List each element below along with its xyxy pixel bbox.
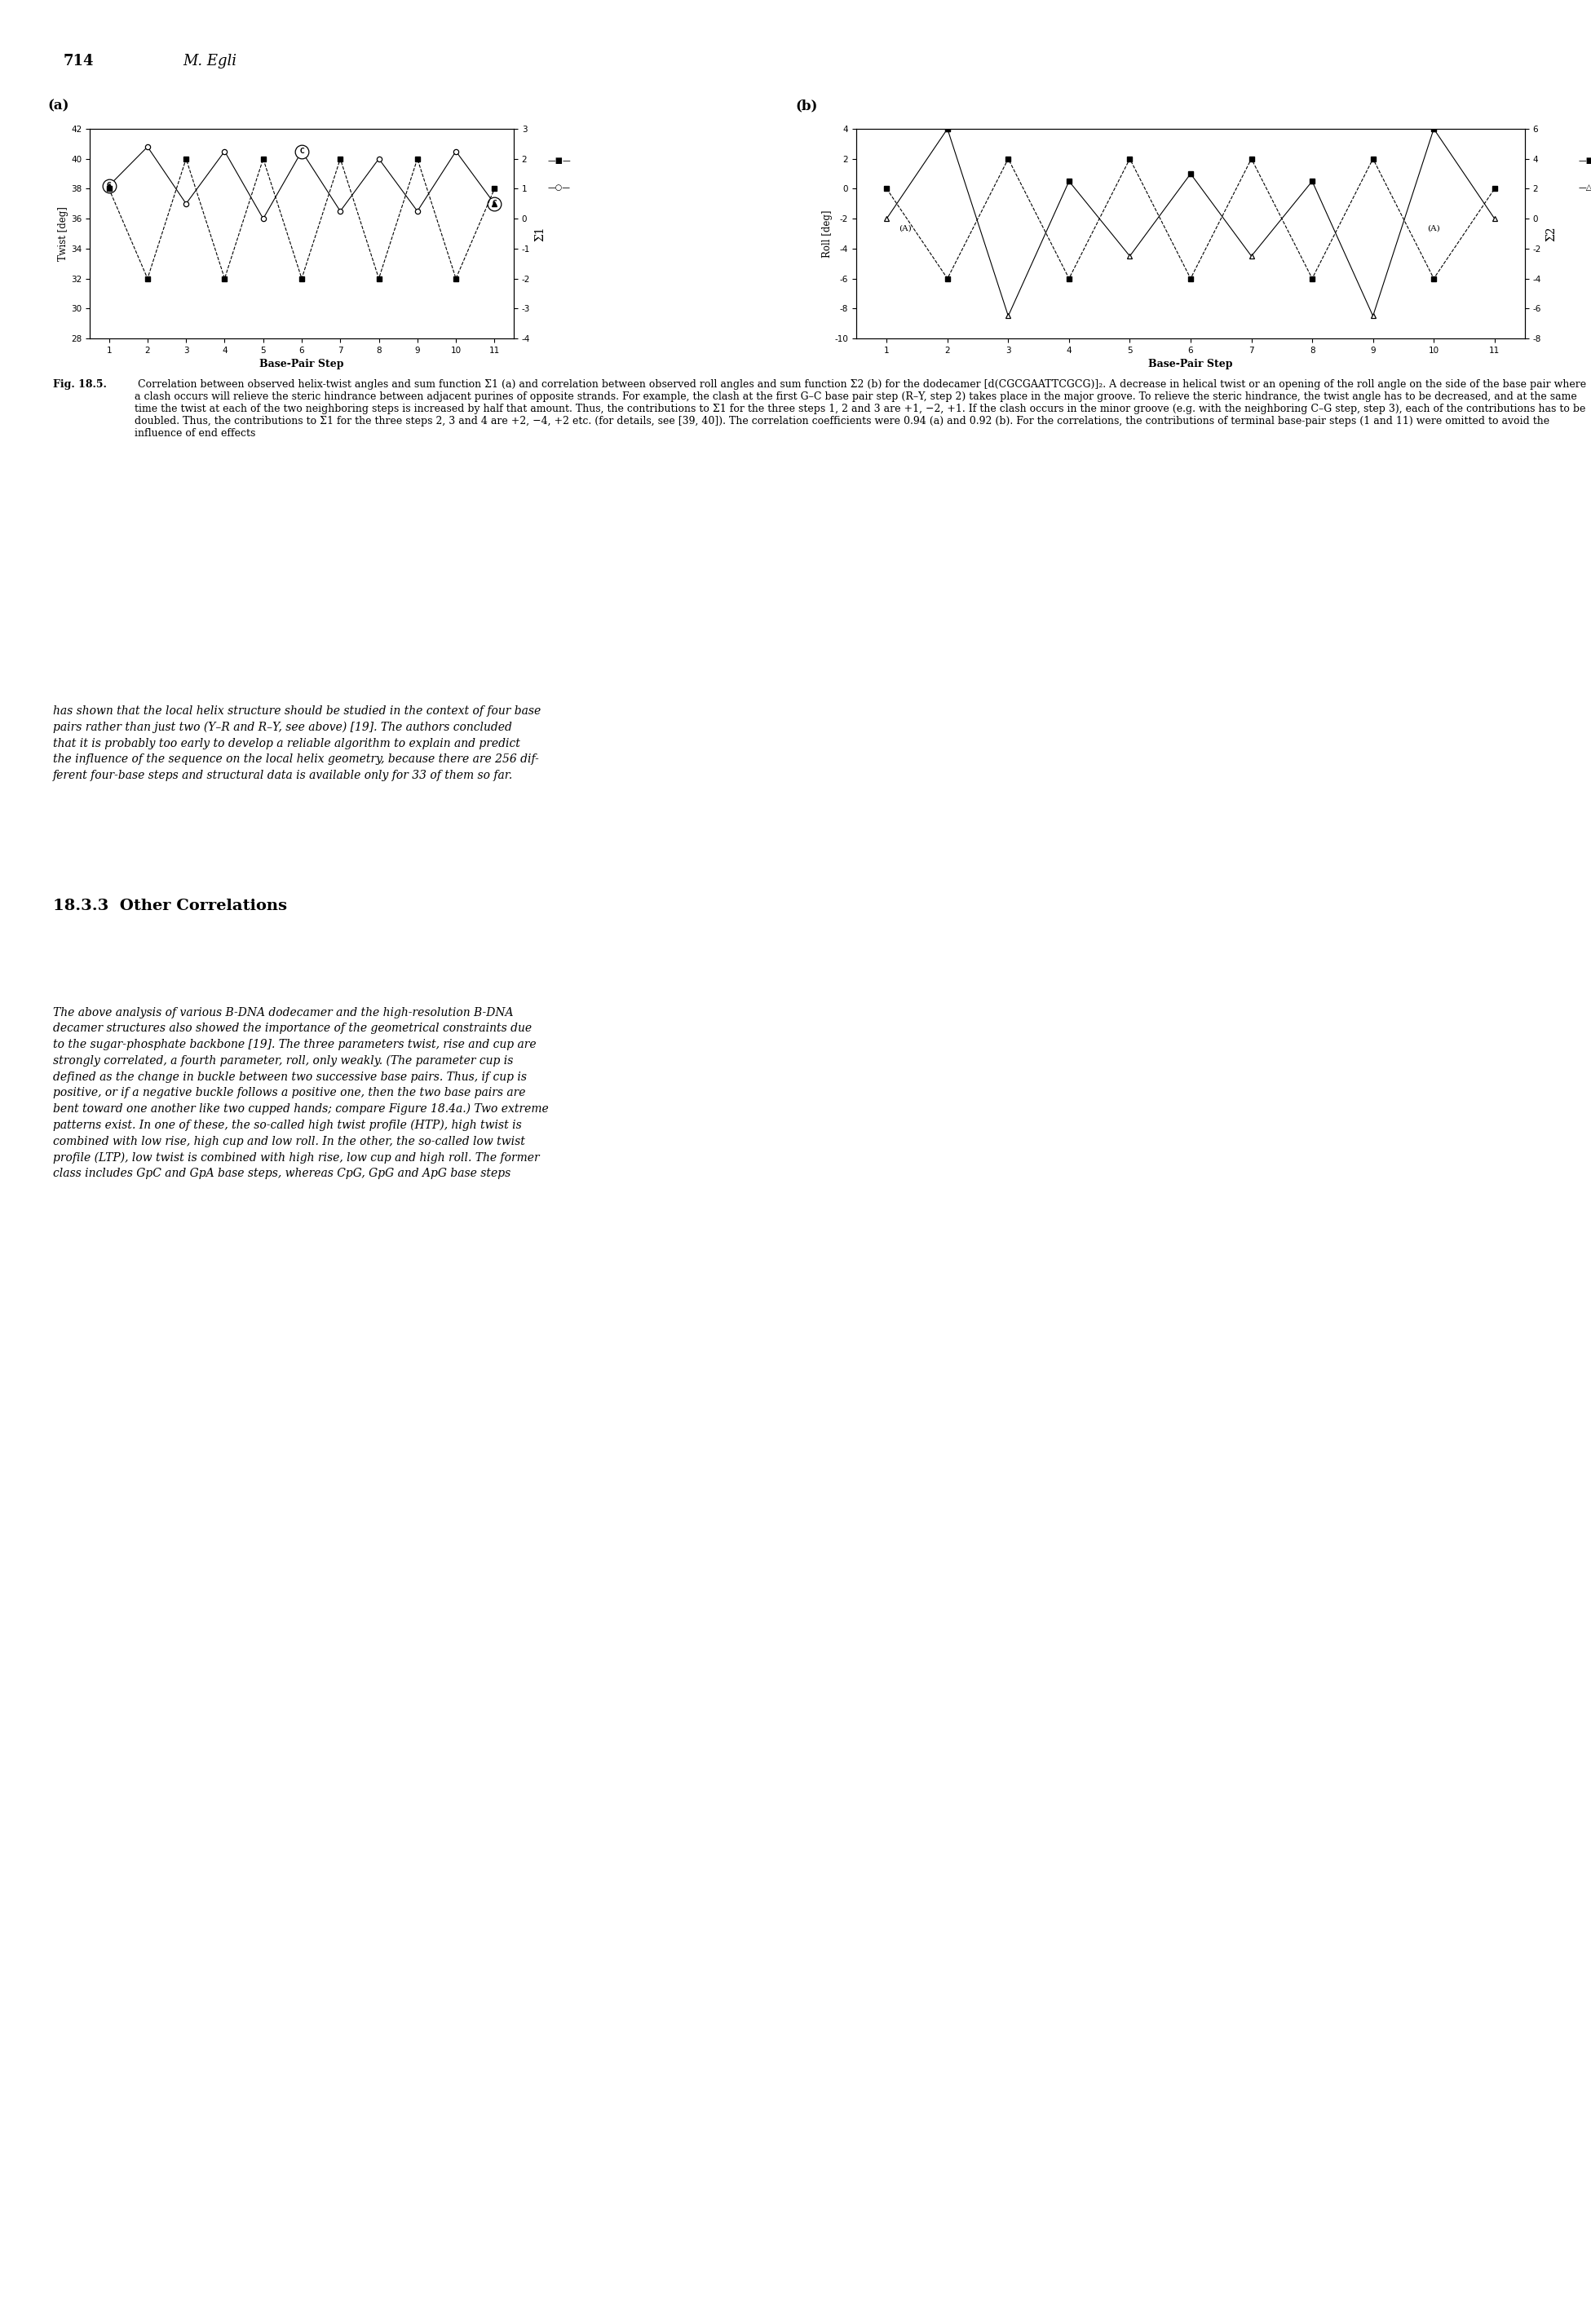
Text: C: C	[299, 149, 304, 156]
Text: (A): (A)	[899, 225, 912, 232]
Text: (a): (a)	[48, 100, 70, 114]
Text: has shown that the local helix structure should be studied in the context of fou: has shown that the local helix structure…	[53, 706, 541, 781]
Y-axis label: Σ2: Σ2	[1546, 225, 1558, 242]
Text: 714: 714	[64, 53, 94, 67]
X-axis label: Base-Pair Step: Base-Pair Step	[1149, 358, 1233, 370]
Y-axis label: Σ1: Σ1	[535, 225, 546, 242]
Text: M. Egli: M. Egli	[183, 53, 237, 67]
Text: 18.3.3  Other Correlations: 18.3.3 Other Correlations	[53, 899, 286, 913]
Text: (b): (b)	[796, 100, 818, 114]
Text: C: C	[107, 181, 111, 188]
X-axis label: Base-Pair Step: Base-Pair Step	[259, 358, 344, 370]
Text: (A): (A)	[1427, 225, 1440, 232]
Text: —△—: —△—	[1578, 184, 1591, 191]
Text: Fig. 18.5.: Fig. 18.5.	[53, 379, 107, 390]
Text: The above analysis of various B-DNA dodecamer and the high-resolution B-DNA
deca: The above analysis of various B-DNA dode…	[53, 1006, 549, 1178]
Y-axis label: Twist [deg]: Twist [deg]	[59, 207, 68, 260]
Text: —■—: —■—	[1578, 156, 1591, 165]
Text: C: C	[492, 200, 496, 207]
Text: Correlation between observed helix-twist angles and sum function Σ1 (a) and corr: Correlation between observed helix-twist…	[135, 379, 1586, 439]
Text: —■—: —■—	[547, 156, 571, 165]
Y-axis label: Roll [deg]: Roll [deg]	[821, 209, 832, 258]
Text: —○—: —○—	[547, 184, 571, 191]
